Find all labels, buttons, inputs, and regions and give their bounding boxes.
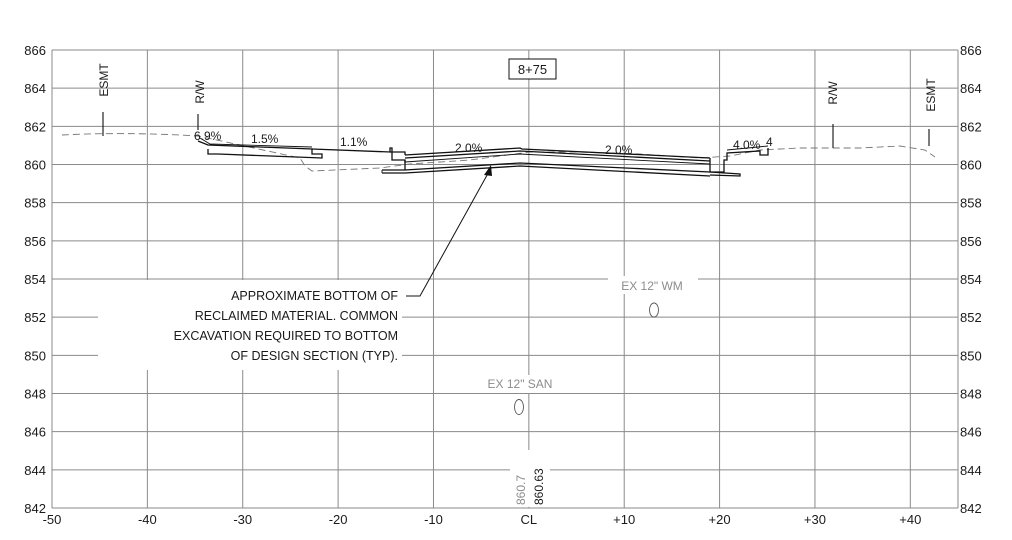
slope-label-left-lane: 2.0% (455, 141, 483, 155)
note-line-2: RECLAIMED MATERIAL. COMMON (195, 309, 398, 323)
right-rw-marker: R/W (826, 81, 840, 148)
x-tick-label: -30 (233, 512, 252, 527)
y-tick-label-right: 862 (960, 119, 982, 134)
y-tick-label-left: 858 (24, 196, 46, 211)
x-tick-label: +20 (709, 512, 731, 527)
right-esmt-marker: ESMT (924, 78, 938, 146)
y-tick-label-left: 862 (24, 119, 46, 134)
reclaimed-material-note: APPROXIMATE BOTTOM OF RECLAIMED MATERIAL… (174, 289, 399, 363)
x-axis-labels: -50 -40 -30 -20 -10 CL +10 +20 +30 +40 (43, 512, 922, 527)
san-label-backdrop (474, 375, 568, 393)
svg-text:ESMT: ESMT (97, 63, 111, 97)
watermain-utility: EX 12" WM (621, 279, 683, 318)
y-tick-label-left: 864 (24, 81, 46, 96)
slope-label-left-inner: 1.1% (340, 135, 368, 149)
y-tick-label-right: 846 (960, 425, 982, 440)
y-tick-label-left: 842 (24, 501, 46, 516)
note-leader (406, 165, 492, 297)
x-tick-label: -50 (43, 512, 62, 527)
y-tick-label-right: 842 (960, 501, 982, 516)
svg-text:ESMT: ESMT (924, 78, 938, 112)
note-line-4: OF DESIGN SECTION (TYP). (231, 349, 398, 363)
y-tick-label-right: 856 (960, 234, 982, 249)
y-tick-label-left: 844 (24, 463, 46, 478)
existing-ground-line (61, 133, 936, 172)
sanitary-utility: EX 12" SAN (488, 377, 553, 415)
x-tick-label: -20 (329, 512, 348, 527)
y-tick-label-right: 864 (960, 81, 982, 96)
slope-label-left-outer: 6.9% (194, 129, 222, 143)
y-tick-label-right: 866 (960, 43, 982, 58)
y-tick-label-right: 854 (960, 272, 982, 287)
left-rw-marker: R/W (193, 80, 207, 130)
y-tick-label-right: 858 (960, 196, 982, 211)
y-tick-label-right: 852 (960, 310, 982, 325)
cl-existing-elevation: 860.7 (514, 475, 528, 505)
note-backdrop (98, 280, 402, 370)
y-tick-label-right: 848 (960, 387, 982, 402)
left-esmt-marker: ESMT (97, 63, 111, 136)
svg-text:8+75: 8+75 (518, 62, 547, 77)
cl-proposed-elevation: 860.63 (532, 468, 546, 505)
y-tick-label-right: 844 (960, 463, 982, 478)
x-tick-label: -40 (138, 512, 157, 527)
slope-label-right-lane: 2.0% (605, 143, 633, 157)
y-tick-label-right: 850 (960, 348, 982, 363)
y-tick-label-left: 856 (24, 234, 46, 249)
x-tick-label: CL (521, 512, 538, 527)
x-tick-label: +10 (613, 512, 635, 527)
y-axis-labels-right: 842 844 846 848 850 852 854 856 858 860 862 864 866 (960, 43, 982, 516)
note-line-3: EXCAVATION REQUIRED TO BOTTOM (174, 329, 398, 343)
slope-label-right-outer-cut: 4 (766, 135, 773, 149)
cl-elev-backdrop (510, 450, 550, 507)
y-tick-label-left: 866 (24, 43, 46, 58)
x-tick-label: -10 (424, 512, 443, 527)
y-tick-label-left: 846 (24, 425, 46, 440)
slope-label-left-mid: 1.5% (251, 132, 279, 146)
y-tick-label-left: 850 (24, 348, 46, 363)
svg-text:EX 12" WM: EX 12" WM (621, 279, 683, 293)
x-tick-label: +30 (804, 512, 826, 527)
design-section (197, 137, 769, 177)
svg-text:R/W: R/W (826, 81, 840, 105)
svg-text:EX 12" SAN: EX 12" SAN (488, 377, 553, 391)
y-tick-label-left: 848 (24, 387, 46, 402)
x-tick-label: +40 (899, 512, 921, 527)
note-line-1: APPROXIMATE BOTTOM OF (231, 289, 398, 303)
slope-label-right-outer: 4.0% (733, 138, 761, 152)
station-label: 8+75 (508, 58, 557, 80)
y-tick-label-right: 860 (960, 158, 982, 173)
y-tick-label-left: 854 (24, 272, 46, 287)
wm-label-backdrop (608, 276, 698, 294)
y-tick-label-left: 852 (24, 310, 46, 325)
grid-lines (51, 49, 959, 509)
y-axis-labels-left: 842 844 846 848 850 852 854 856 858 860 862 864 866 (24, 43, 46, 516)
y-tick-label-left: 860 (24, 158, 46, 173)
svg-text:R/W: R/W (193, 80, 207, 104)
